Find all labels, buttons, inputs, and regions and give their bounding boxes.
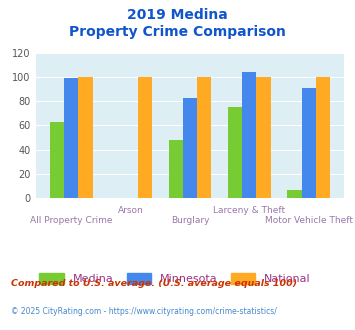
Bar (64, 78, 78, 198)
Text: Larceny & Theft: Larceny & Theft (213, 206, 285, 215)
Text: Compared to U.S. average. (U.S. average equals 100): Compared to U.S. average. (U.S. average … (11, 279, 297, 288)
Text: © 2025 CityRating.com - https://www.cityrating.com/crime-statistics/: © 2025 CityRating.com - https://www.city… (11, 307, 277, 316)
Bar (256, 77, 271, 198)
Bar (50, 122, 64, 198)
Bar (287, 189, 302, 198)
Bar (197, 77, 211, 198)
Text: Burglary: Burglary (171, 216, 209, 225)
Text: All Property Crime: All Property Crime (30, 216, 113, 225)
Legend: Medina, Minnesota, National: Medina, Minnesota, National (35, 269, 316, 289)
Bar (228, 107, 242, 198)
Bar (302, 88, 316, 198)
Bar (138, 77, 152, 198)
Bar (242, 72, 256, 198)
Bar (78, 77, 93, 198)
Text: Motor Vehicle Theft: Motor Vehicle Theft (265, 216, 353, 225)
Bar (183, 98, 197, 198)
Text: Arson: Arson (118, 206, 143, 215)
Text: Property Crime Comparison: Property Crime Comparison (69, 25, 286, 39)
Bar (316, 77, 330, 198)
Text: 2019 Medina: 2019 Medina (127, 8, 228, 22)
Bar (169, 140, 183, 198)
